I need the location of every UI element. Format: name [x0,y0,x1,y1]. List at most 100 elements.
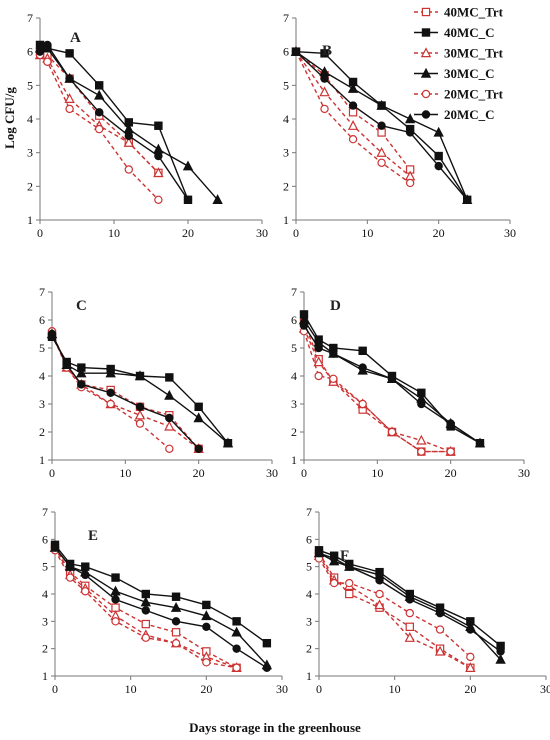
data-point [43,40,52,50]
y-tick-label: 3 [306,614,312,628]
legend-marker [420,47,432,58]
data-point [345,578,354,588]
x-tick-label: 0 [49,466,55,480]
data-point [171,617,181,626]
data-point [94,81,104,90]
y-tick-label: 6 [42,532,48,546]
data-point [404,113,416,124]
data-point [348,101,358,110]
data-point [376,146,387,157]
data-point [154,195,163,204]
data-point [154,151,163,161]
data-point [65,562,75,571]
data-point [182,160,194,171]
data-point [106,399,115,409]
y-tick-label: 3 [27,146,33,160]
series-line-20mc-trt [318,558,471,658]
data-point [319,86,330,97]
series-line-20mc-c [39,43,189,201]
data-point [329,349,338,358]
data-point [170,601,182,612]
data-point [111,595,120,604]
panel-label: D [330,298,341,314]
data-point [134,370,146,381]
data-point [134,409,146,420]
legend-item-20mc-c: 20MC_C [414,107,495,122]
data-point [466,625,475,634]
data-point [171,639,181,648]
data-point [358,399,367,409]
panel-label: B [322,43,332,59]
data-point [446,447,455,456]
panel-label: E [88,528,98,544]
data-point [434,161,443,171]
data-point [377,128,386,137]
data-point [320,104,329,114]
data-point [358,363,367,372]
data-point [165,373,174,382]
legend-label: 30MC_Trt [444,46,504,61]
panel-e: 1 2 3 4 5 6 7 0 10 20 30 E [42,505,288,696]
data-point [35,47,45,56]
y-tick-label: 2 [27,179,33,193]
panel-label: C [76,298,87,314]
y-tick-label: 1 [283,213,289,227]
y-tick-label: 3 [283,146,289,160]
x-tick-label: 20 [193,466,205,480]
data-point [141,606,150,615]
y-tick-label: 6 [291,313,297,327]
panel-c: 1 2 3 4 5 6 7 0 10 20 30 C [39,285,278,480]
data-point [291,47,301,56]
y-tick-label: 4 [27,112,33,126]
data-point [135,419,145,428]
y-axis-label: Log CFU/g [2,87,17,149]
legend-label: 40MC_Trt [444,5,504,20]
y-tick-label: 7 [283,11,289,25]
legend-marker [421,28,431,37]
legend-marker [421,110,431,119]
legend-label: 20MC_C [444,107,495,122]
legend-item-40mc-c: 40MC_C [414,25,495,40]
data-point [417,399,426,409]
data-point [164,420,175,431]
data-point [434,151,443,161]
x-tick-label: 20 [182,226,194,240]
data-point [262,638,272,648]
data-point [65,104,74,114]
x-tick-label: 10 [389,682,401,696]
x-tick-label: 10 [108,226,120,240]
data-point [43,57,52,66]
data-point [345,589,354,599]
data-point [434,645,446,656]
panel-d: 1 2 3 4 5 6 7 0 10 20 30 D [291,285,530,480]
x-tick-label: 30 [540,682,550,696]
data-point [375,576,384,585]
data-point [62,360,71,369]
y-tick-label: 6 [306,532,312,546]
y-tick-label: 2 [291,425,297,439]
data-point [153,143,164,154]
y-tick-label: 5 [306,560,312,574]
series-line-20mc-trt [51,330,170,450]
data-point [94,89,105,100]
data-point [475,439,485,448]
data-point [77,380,86,389]
data-point [320,49,329,58]
legend-marker [420,67,432,78]
series-line-30mc-c [40,47,219,201]
legend-item-20mc-trt: 20MC_Trt [414,87,504,102]
data-point [299,321,309,330]
data-point [76,367,87,378]
data-point [435,608,445,618]
data-point [433,126,444,137]
y-tick-label: 7 [39,285,45,299]
x-tick-label: 30 [518,466,530,480]
data-point [347,83,359,93]
data-point [405,178,415,188]
data-point [47,329,57,339]
data-point [329,578,339,588]
data-point [387,374,397,383]
data-point [94,124,104,134]
data-point [212,194,223,204]
data-point [171,628,181,637]
